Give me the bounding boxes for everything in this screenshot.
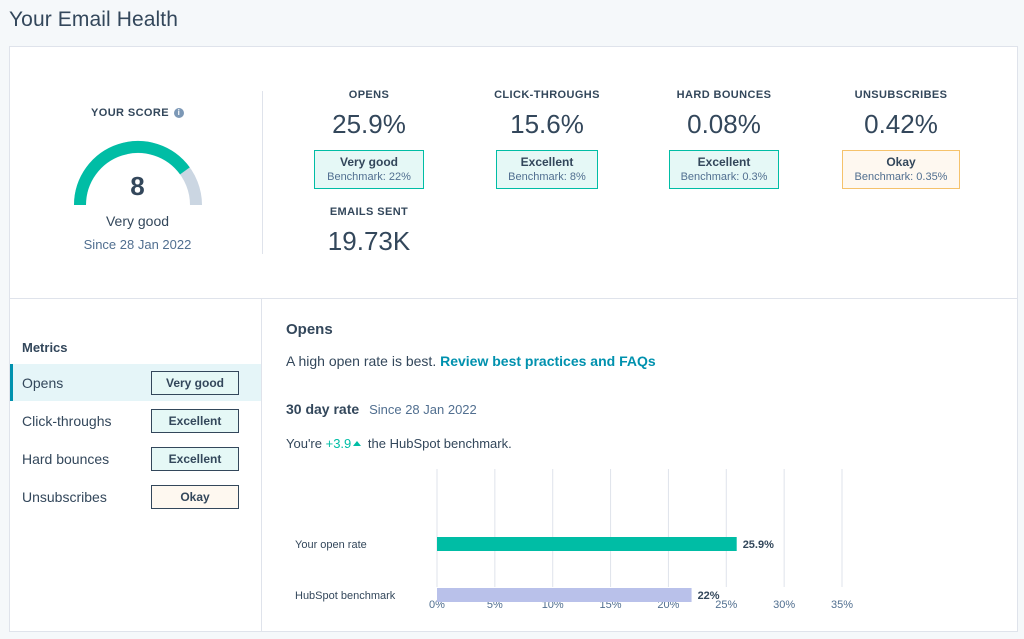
stat-title: CLICK-THROUGHS — [494, 89, 600, 101]
benchmark-value: Benchmark: 0.3% — [680, 171, 768, 183]
benchmark-badge: Excellent Benchmark: 0.3% — [669, 150, 779, 189]
stat-title: HARD BOUNCES — [676, 89, 772, 101]
comparison-prefix: You're — [286, 436, 322, 451]
comparison-delta: +3.9 — [325, 436, 352, 451]
stat-value: 19.73K — [327, 226, 411, 256]
score-rating: Very good — [105, 213, 170, 229]
best-practices-link[interactable]: Review best practices and FAQs — [440, 353, 656, 369]
divider — [10, 298, 1017, 299]
benchmark-rating: Excellent — [697, 155, 751, 169]
rate-since: Since 28 Jan 2022 — [369, 402, 477, 417]
benchmark-badge: Okay Benchmark: 0.35% — [842, 150, 960, 189]
score-block: YOUR SCORE i 8 Very good Since 28 Jan 20… — [50, 103, 225, 252]
metric-badge: Okay — [151, 484, 239, 509]
x-tick-label: 35% — [831, 599, 853, 611]
benchmark-value: Benchmark: 8% — [508, 171, 586, 183]
score-gauge: 8 — [68, 129, 208, 209]
stat-unsubscribes: UNSUBSCRIBES 0.42% Okay Benchmark: 0.35% — [821, 89, 981, 189]
stat-title: OPENS — [348, 89, 390, 101]
stat-title: UNSUBSCRIBES — [854, 89, 948, 101]
x-tick-label: 30% — [773, 599, 795, 611]
sidebar-item-opens[interactable]: Opens Very good — [10, 364, 261, 401]
stat-hard-bounces: HARD BOUNCES 0.08% Excellent Benchmark: … — [644, 89, 804, 189]
page-title: Your Email Health — [9, 8, 179, 31]
category-label: HubSpot benchmark — [295, 590, 396, 602]
bar — [437, 588, 692, 602]
benchmark-badge: Very good Benchmark: 22% — [314, 150, 424, 189]
description-text: A high open rate is best. — [286, 353, 437, 369]
detail-title: Opens — [286, 321, 333, 338]
detail-description: A high open rate is best. Review best pr… — [286, 353, 656, 369]
bar — [437, 537, 737, 551]
score-since: Since 28 Jan 2022 — [83, 237, 192, 252]
x-tick-label: 25% — [715, 599, 737, 611]
stat-opens: OPENS 25.9% Very good Benchmark: 22% — [289, 89, 449, 189]
stat-emails-sent: EMAILS SENT 19.73K — [289, 206, 449, 257]
benchmark-rating: Very good — [339, 155, 398, 169]
rate-line: 30 day rate Since 28 Jan 2022 — [286, 401, 477, 417]
stat-value: 0.42% — [864, 109, 938, 139]
stat-value: 15.6% — [510, 109, 584, 139]
metric-badge: Excellent — [151, 446, 239, 471]
arrow-up-icon — [353, 441, 362, 446]
stat-value: 0.08% — [687, 109, 761, 139]
benchmark-rating: Okay — [886, 155, 916, 169]
sidebar-item-click-throughs[interactable]: Click-throughs Excellent — [10, 402, 261, 439]
benchmark-value: Benchmark: 22% — [327, 171, 411, 183]
metric-label: Click-throughs — [22, 412, 112, 429]
metric-label: Unsubscribes — [22, 488, 107, 505]
metric-label: Opens — [22, 374, 64, 391]
stat-title: EMAILS SENT — [329, 206, 409, 218]
metrics-heading: Metrics — [22, 340, 68, 355]
benchmark-value: Benchmark: 0.35% — [854, 171, 948, 183]
comparison-suffix: the HubSpot benchmark. — [367, 436, 512, 451]
sidebar-item-unsubscribes[interactable]: Unsubscribes Okay — [10, 478, 261, 515]
metric-badge: Very good — [151, 370, 239, 395]
benchmark-rating: Excellent — [520, 155, 574, 169]
category-label: Your open rate — [295, 539, 367, 551]
metric-badge: Excellent — [151, 408, 239, 433]
benchmark-badge: Excellent Benchmark: 8% — [496, 150, 598, 189]
bar-value-label: 22% — [698, 590, 720, 602]
benchmark-comparison: You're +3.9 the HubSpot benchmark. — [286, 436, 512, 451]
divider — [262, 91, 263, 254]
rate-label: 30 day rate — [286, 401, 360, 417]
email-health-card: YOUR SCORE i 8 Very good Since 28 Jan 20… — [9, 46, 1018, 632]
metric-label: Hard bounces — [22, 450, 110, 467]
stat-value: 25.9% — [332, 109, 406, 139]
divider — [261, 299, 262, 632]
bar-value-label: 25.9% — [743, 539, 774, 551]
stat-click-throughs: CLICK-THROUGHS 15.6% Excellent Benchmark… — [467, 89, 627, 189]
gauge-arc — [73, 141, 202, 206]
gauge-fill — [73, 141, 190, 206]
info-icon[interactable]: i — [173, 108, 184, 118]
open-rate-chart: 0% 5% 10% 15% 20% 25% 30% 35%Your open rate 25.9… — [295, 469, 853, 611]
score-value: 8 — [130, 171, 145, 201]
score-label: YOUR SCORE — [91, 107, 169, 119]
sidebar-item-hard-bounces[interactable]: Hard bounces Excellent — [10, 440, 261, 477]
